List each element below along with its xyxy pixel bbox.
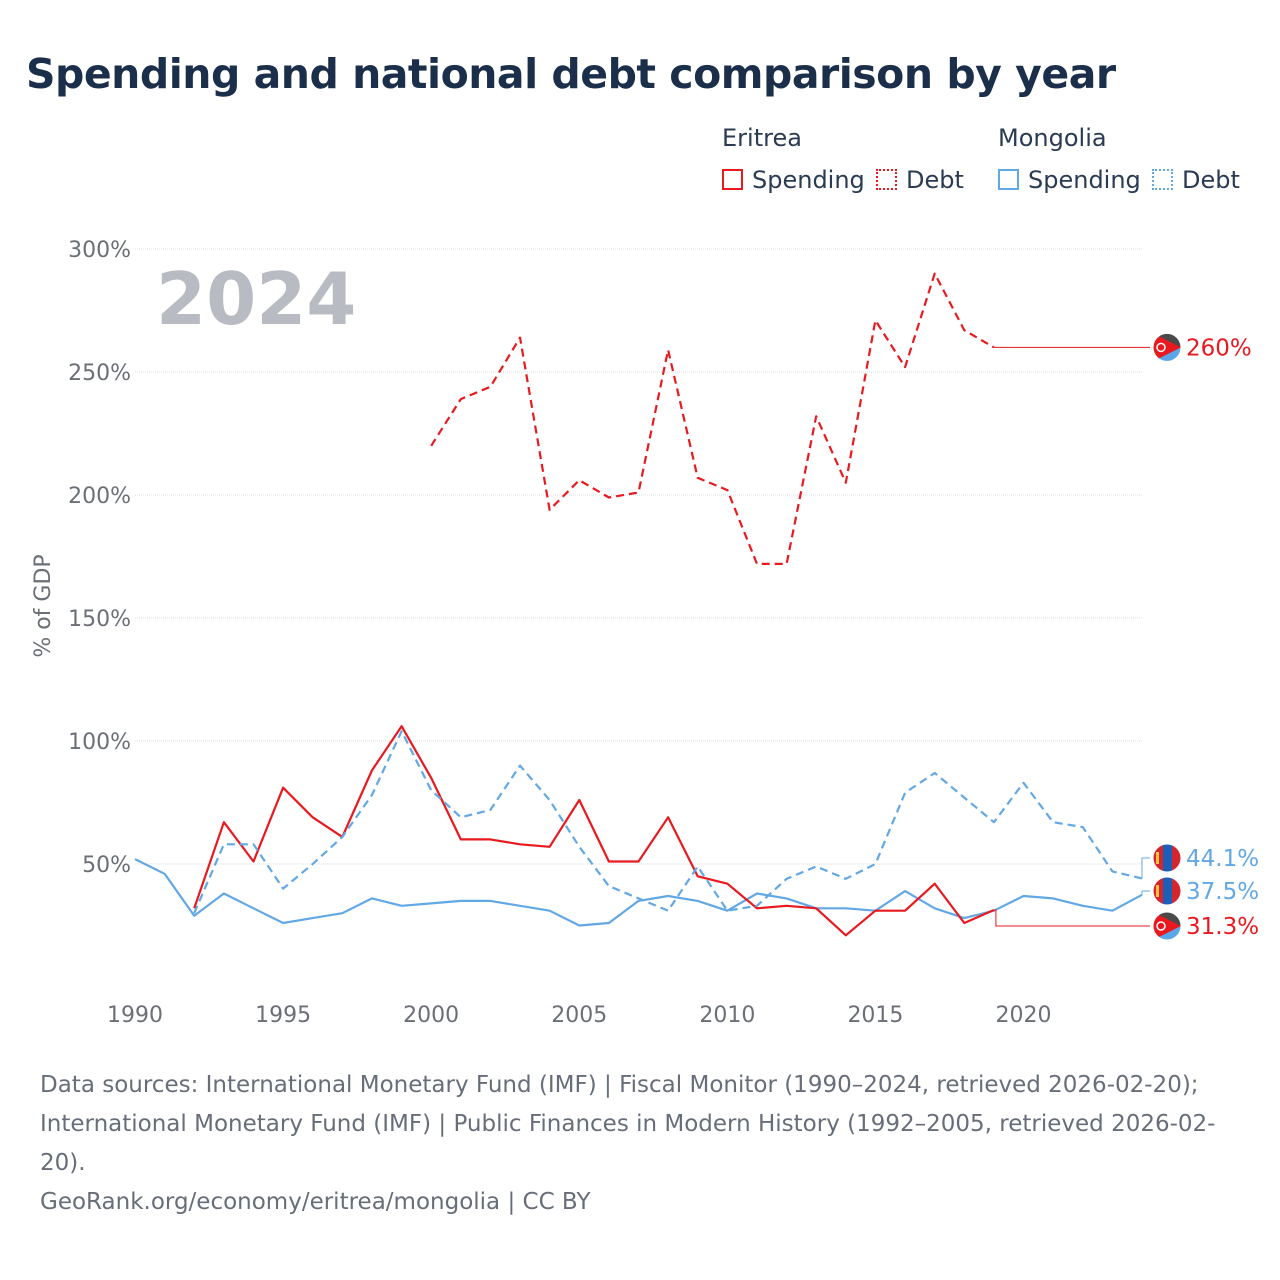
legend-swatch-solid-red <box>722 169 743 190</box>
x-tick-label: 1990 <box>107 1003 163 1028</box>
legend: Eritrea Spending Debt Mongolia Spending … <box>722 124 1262 204</box>
legend-label: Spending <box>752 166 865 194</box>
end-labels: 260% 44.1% 37.5% 31.3% <box>993 332 1259 941</box>
gridlines <box>135 248 1142 865</box>
x-axis: 1990 1995 2000 2005 2010 2015 2020 <box>107 1003 1052 1028</box>
y-axis-label: % of GDP <box>31 554 56 657</box>
x-tick-label: 2005 <box>551 1003 607 1028</box>
x-tick-label: 2010 <box>699 1003 755 1028</box>
y-tick-label: 150% <box>68 607 131 632</box>
line-chart: % of GDP 2024 50% 100% 150% 200% 250% 300% 19… <box>31 238 1259 1028</box>
x-tick-label: 2020 <box>996 1003 1052 1028</box>
legend-swatch-solid-blue <box>998 169 1019 190</box>
legend-label: Debt <box>906 166 964 194</box>
end-value-label: 44.1% <box>1186 846 1259 872</box>
y-tick-label: 50% <box>82 853 131 878</box>
series-line-eritrea-debt[interactable] <box>430 272 995 566</box>
legend-country-mongolia: Mongolia <box>998 124 1107 152</box>
credit-link[interactable]: GeoRank.org/economy/eritrea/mongolia | C… <box>40 1189 591 1215</box>
eritrea-flag-icon <box>1152 332 1182 362</box>
data-sources: Data sources: International Monetary Fun… <box>40 1072 1216 1176</box>
series-line-mongolia-debt[interactable] <box>193 730 1143 914</box>
y-tick-label: 250% <box>68 361 131 386</box>
x-tick-label: 2000 <box>403 1003 459 1028</box>
y-tick-label: 100% <box>68 730 131 755</box>
legend-label: Spending <box>1028 166 1141 194</box>
series-line-mongolia-spending[interactable] <box>134 858 1143 927</box>
end-value-label: 260% <box>1186 335 1252 361</box>
x-tick-label: 2015 <box>847 1003 903 1028</box>
legend-swatch-dotted-blue <box>1152 169 1173 190</box>
end-value-label: 37.5% <box>1186 879 1259 905</box>
end-label-leader <box>993 909 1150 927</box>
year-watermark: 2024 <box>156 257 356 341</box>
x-tick-label: 1995 <box>255 1003 311 1028</box>
legend-label: Debt <box>1182 166 1240 194</box>
y-tick-label: 200% <box>68 484 131 509</box>
mongolia-flag-icon <box>1152 843 1182 873</box>
mongolia-flag-icon <box>1152 876 1182 906</box>
series-lines <box>134 272 1143 937</box>
legend-swatch-dotted-red <box>876 169 897 190</box>
end-value-label: 31.3% <box>1186 914 1259 940</box>
legend-country-eritrea: Eritrea <box>722 124 802 152</box>
y-axis: 50% 100% 150% 200% 250% 300% <box>68 238 131 878</box>
chart-title: Spending and national debt comparison by… <box>26 50 1116 98</box>
footer: Data sources: International Monetary Fun… <box>40 1066 1240 1222</box>
end-label-leader <box>1141 890 1150 895</box>
end-label-leader <box>1141 857 1150 879</box>
y-tick-label: 300% <box>68 238 131 263</box>
eritrea-flag-icon <box>1152 911 1182 941</box>
series-line-eritrea-spending[interactable] <box>193 725 995 937</box>
